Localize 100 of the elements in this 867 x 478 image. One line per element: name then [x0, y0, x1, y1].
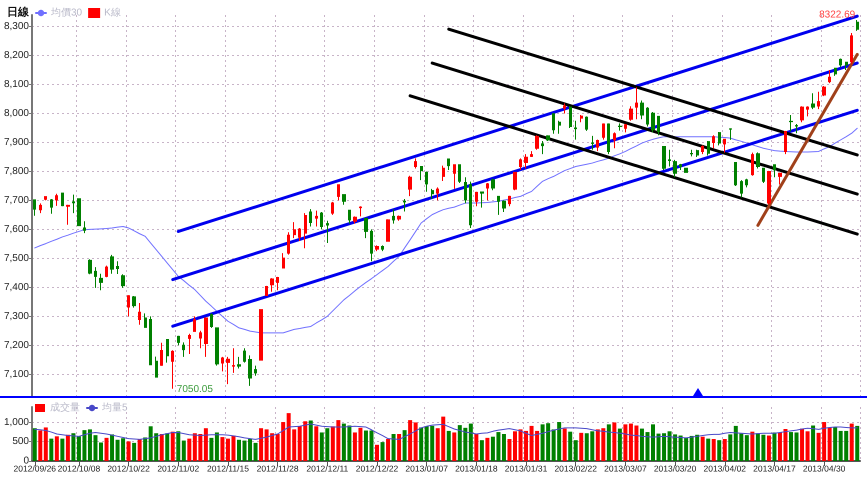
candlestick	[33, 199, 36, 216]
candlestick	[436, 186, 439, 201]
candlestick	[254, 365, 257, 376]
bar	[375, 444, 379, 461]
candlestick	[287, 232, 290, 256]
candlestick	[381, 244, 384, 252]
legend-label: 均價30	[50, 6, 83, 18]
candlestick	[375, 244, 379, 252]
candlestick	[188, 333, 191, 354]
bar	[126, 441, 131, 461]
bar	[562, 428, 567, 461]
candlestick	[72, 194, 75, 214]
candlestick	[828, 70, 831, 84]
candlestick	[795, 123, 798, 134]
annotation: 8322.69	[819, 10, 856, 21]
candlestick	[607, 122, 610, 155]
bar	[485, 438, 490, 461]
candlestick	[822, 85, 826, 97]
bar	[606, 424, 611, 461]
bar	[446, 430, 451, 461]
candlestick	[155, 356, 158, 378]
candlestick	[673, 159, 677, 178]
y-tick-label: 7,400	[4, 282, 30, 293]
candlestick	[403, 198, 406, 212]
candlestick	[696, 149, 699, 158]
candlestick	[182, 342, 185, 358]
candlestick	[39, 202, 42, 214]
bar	[474, 434, 478, 461]
x-tick-label: 2013/04/02	[703, 464, 746, 474]
candlestick	[160, 342, 163, 366]
candlestick	[248, 354, 252, 386]
candlestick	[624, 123, 627, 133]
candlestick	[66, 204, 70, 226]
candlestick	[707, 140, 710, 156]
candlestick	[806, 106, 809, 117]
candlestick	[789, 114, 793, 132]
candlestick	[712, 134, 715, 149]
candlestick	[121, 274, 125, 288]
x-tick-label: 2013/03/20	[654, 464, 697, 474]
candlestick	[270, 278, 274, 292]
candlestick	[751, 152, 754, 176]
annotation: 7050.05	[176, 384, 214, 396]
legend-label: K線	[104, 8, 121, 18]
candlestick	[326, 220, 329, 244]
bar	[308, 420, 313, 461]
candlestick	[149, 316, 152, 366]
bar	[855, 426, 860, 461]
candlestick	[282, 252, 285, 270]
candlestick	[602, 122, 605, 140]
candlestick	[580, 114, 583, 123]
candlestick	[127, 294, 130, 317]
x-tick-label: 2013/01/18	[455, 464, 498, 474]
candlestick	[44, 196, 47, 201]
y-tick-label: 7,300	[4, 310, 30, 322]
candlestick	[99, 273, 103, 291]
x-tick-label: 2013/04/30	[802, 464, 846, 474]
candlestick	[486, 182, 489, 201]
candlestick	[61, 192, 64, 207]
bar	[165, 433, 170, 461]
candlestick	[530, 150, 533, 158]
bar	[170, 432, 175, 461]
candlestick	[342, 194, 346, 206]
candlestick	[304, 212, 307, 249]
line-series	[34, 128, 858, 334]
candlestick	[640, 100, 644, 120]
candlestick	[348, 209, 351, 224]
candlestick	[315, 210, 318, 228]
candlestick	[811, 92, 815, 110]
candlestick	[651, 112, 655, 133]
candlestick	[425, 170, 428, 192]
y-tick-label: 8,100	[4, 79, 30, 90]
candlestick	[635, 86, 638, 120]
candlestick	[353, 216, 357, 224]
bar	[402, 430, 407, 461]
bar	[380, 442, 385, 461]
candlestick	[309, 208, 312, 228]
x-tick-label: 2013/01/31	[504, 464, 548, 474]
y-tick-label: 8,200	[4, 50, 30, 62]
candlestick	[734, 162, 737, 186]
candlestick	[464, 176, 467, 204]
candlestick	[585, 116, 588, 132]
y-tick-label: 0	[23, 456, 30, 466]
candlestick	[442, 165, 445, 182]
bar	[66, 434, 70, 461]
candlestick	[431, 188, 434, 200]
bar	[717, 440, 722, 461]
candlestick	[469, 181, 472, 228]
candlestick	[723, 138, 726, 154]
bar	[386, 439, 390, 461]
candlestick	[83, 220, 86, 234]
candlestick	[513, 172, 517, 191]
candlestick	[574, 120, 577, 140]
bar	[850, 424, 854, 461]
bar	[772, 432, 776, 461]
candlestick	[94, 266, 97, 288]
candlestick	[55, 193, 58, 206]
candlestick	[110, 254, 114, 274]
candlestick	[359, 206, 362, 217]
candlestick	[221, 356, 224, 372]
bar	[722, 439, 727, 461]
